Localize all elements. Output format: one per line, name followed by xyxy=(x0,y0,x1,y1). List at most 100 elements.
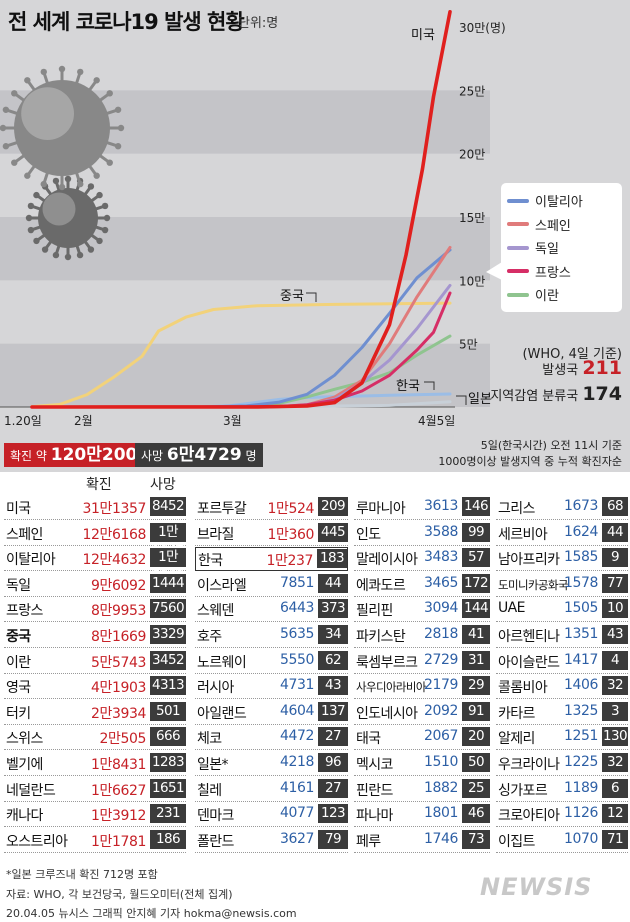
table-row: 칠레 4161 27 xyxy=(195,778,348,802)
deaths-total-unit: 명 xyxy=(245,449,257,463)
deaths-value: 43 xyxy=(318,676,348,696)
deaths-value: 44 xyxy=(602,522,628,542)
country-name: 싱가포르 xyxy=(498,782,548,799)
chart-panel: 5만 10만 15만 20만 25만 30만(명) 1.20일 2월 3월 4월5일 미국 중국 한국 일… xyxy=(0,0,630,432)
country-name: 멕시코 xyxy=(356,757,393,773)
confirmed-value: 3465 xyxy=(423,574,458,591)
country-name: 스웨덴 xyxy=(197,603,234,620)
deaths-total-value: 6만4729 xyxy=(166,445,242,465)
confirmed-value: 2729 xyxy=(423,651,458,668)
table-row: 그리스 1673 68 xyxy=(496,496,628,520)
confirmed-value: 2067 xyxy=(423,728,458,745)
deaths-value: 46 xyxy=(462,804,490,824)
deaths-value: 1만5362 xyxy=(150,548,186,584)
confirmed-value: 1만3912 xyxy=(90,808,146,825)
country-name: 이란 xyxy=(6,654,31,671)
regions-label: 지역감염 분류국 xyxy=(490,389,579,404)
confirmed-value: 1578 xyxy=(563,574,598,591)
deaths-value: 79 xyxy=(318,829,348,849)
series-line-중국 xyxy=(30,301,452,409)
confirmed-value: 1406 xyxy=(563,677,598,694)
table-row: 프랑스 8만9953 7560 xyxy=(4,598,186,623)
confirmed-value: 1만6627 xyxy=(90,782,146,799)
confirmed-value: 1417 xyxy=(563,651,598,668)
deaths-total-label: 사망 xyxy=(141,449,164,463)
deaths-value: 1651 xyxy=(150,778,186,798)
series-line-미국 xyxy=(30,10,452,409)
unit-label: 단위:명 xyxy=(238,16,279,31)
series-label: 한국 xyxy=(396,379,420,394)
confirmed-value: 4161 xyxy=(279,779,314,796)
deaths-value: 4 xyxy=(602,650,628,670)
confirmed-value: 5635 xyxy=(279,626,314,642)
deaths-value: 231 xyxy=(150,804,186,824)
table-row: 파키스탄 2818 41 xyxy=(354,624,490,648)
legend-swatch xyxy=(507,292,529,297)
country-name: 필리핀 xyxy=(356,603,393,620)
table-row: 한국 1만237 183 xyxy=(195,547,348,572)
country-name: 크로아티아 xyxy=(498,808,560,825)
country-name: 루마니아 xyxy=(356,501,406,517)
table-row: 크로아티아 1126 12 xyxy=(496,803,628,828)
confirmed-value: 6443 xyxy=(279,600,314,617)
confirmed-total-label: 확진 약 xyxy=(10,449,47,463)
confirmed-value: 2만505 xyxy=(99,731,146,748)
country-name: 브라질 xyxy=(197,526,234,543)
table-row: 벨기에 1만8431 1283 xyxy=(4,752,186,776)
table-row: 중국 8만1669 3329 xyxy=(4,624,186,648)
confirmed-value: 3588 xyxy=(423,523,458,540)
country-name: 한국 xyxy=(198,553,223,570)
table-row: 브라질 1만360 445 xyxy=(195,522,348,546)
confirmed-value: 4731 xyxy=(279,677,314,694)
table-row: 캐나다 1만3912 231 xyxy=(4,803,186,828)
table-row: 콜롬비아 1406 32 xyxy=(496,675,628,700)
table-row: 에콰도르 3465 172 xyxy=(354,573,490,597)
table-row: 이집트 1070 71 xyxy=(496,829,628,853)
confirmed-value: 3483 xyxy=(423,549,458,566)
country-name: 포르투갈 xyxy=(197,501,247,517)
country-name: 러시아 xyxy=(197,680,234,697)
country-name: 덴마크 xyxy=(197,808,234,825)
credit-note: 20.04.05 뉴시스 그래픽 안지혜 기자 hokma@newsis.com xyxy=(6,907,297,920)
table-row: 스페인 12만61681만1947 xyxy=(4,522,186,559)
line-chart: 5만 10만 15만 20만 25만 30만(명) 1.20일 2월 3월 4월5일 미국중국한국일… xyxy=(0,10,506,428)
table-row: 네덜란드 1만6627 1651 xyxy=(4,778,186,802)
deaths-value: 501 xyxy=(150,701,186,721)
confirmed-value: 1882 xyxy=(423,779,458,796)
table-row: 아이슬란드 1417 4 xyxy=(496,650,628,674)
footnote: *일본 크루즈내 확진 712명 포함 xyxy=(6,868,158,881)
table-row: 터키 2만3934 501 xyxy=(4,701,186,725)
table-row: 사우디아라비아 2179 29 xyxy=(354,675,490,700)
confirmed-value: 1225 xyxy=(563,754,598,770)
source-note: 자료: WHO, 각 보건당국, 월드오미터(전체 집계) xyxy=(6,888,233,901)
x-tick-label: 1.20일 xyxy=(4,414,42,428)
deaths-value: 6 xyxy=(602,778,628,798)
table-row: 포르투갈 1만524 209 xyxy=(195,496,348,520)
table-row: UAE 1505 10 xyxy=(496,598,628,623)
country-name: 세르비아 xyxy=(498,526,548,543)
deaths-value: 29 xyxy=(462,676,490,696)
table-row: 페루 1746 73 xyxy=(354,829,490,853)
country-name: 우크라이나 xyxy=(498,757,560,773)
x-tick-label: 4월5일 xyxy=(418,414,455,428)
table-row: 이스라엘 7851 44 xyxy=(195,573,348,597)
country-name: 중국 xyxy=(6,629,31,645)
confirmed-value: 12만4632 xyxy=(82,552,146,569)
country-name: 영국 xyxy=(6,680,31,697)
deaths-value: 12 xyxy=(602,804,628,824)
deaths-value: 373 xyxy=(318,599,348,619)
confirmed-value: 1189 xyxy=(563,779,598,796)
deaths-value: 10 xyxy=(602,599,628,619)
sort-note: 1000명이상 발생지역 중 누적 확진자순 xyxy=(438,455,622,468)
deaths-value: 130 xyxy=(602,727,628,747)
confirmed-value: 3627 xyxy=(279,830,314,847)
country-name: 오스트리아 xyxy=(6,833,68,850)
country-name: 인도 xyxy=(356,526,381,543)
series-label: 중국 xyxy=(280,289,304,304)
table-row: 폴란드 3627 79 xyxy=(195,829,348,853)
deaths-value: 50 xyxy=(462,753,490,772)
country-name: 프랑스 xyxy=(6,603,43,620)
y-tick-label: 25만 xyxy=(459,84,485,98)
deaths-value: 57 xyxy=(462,548,490,568)
deaths-value: 41 xyxy=(462,625,490,644)
